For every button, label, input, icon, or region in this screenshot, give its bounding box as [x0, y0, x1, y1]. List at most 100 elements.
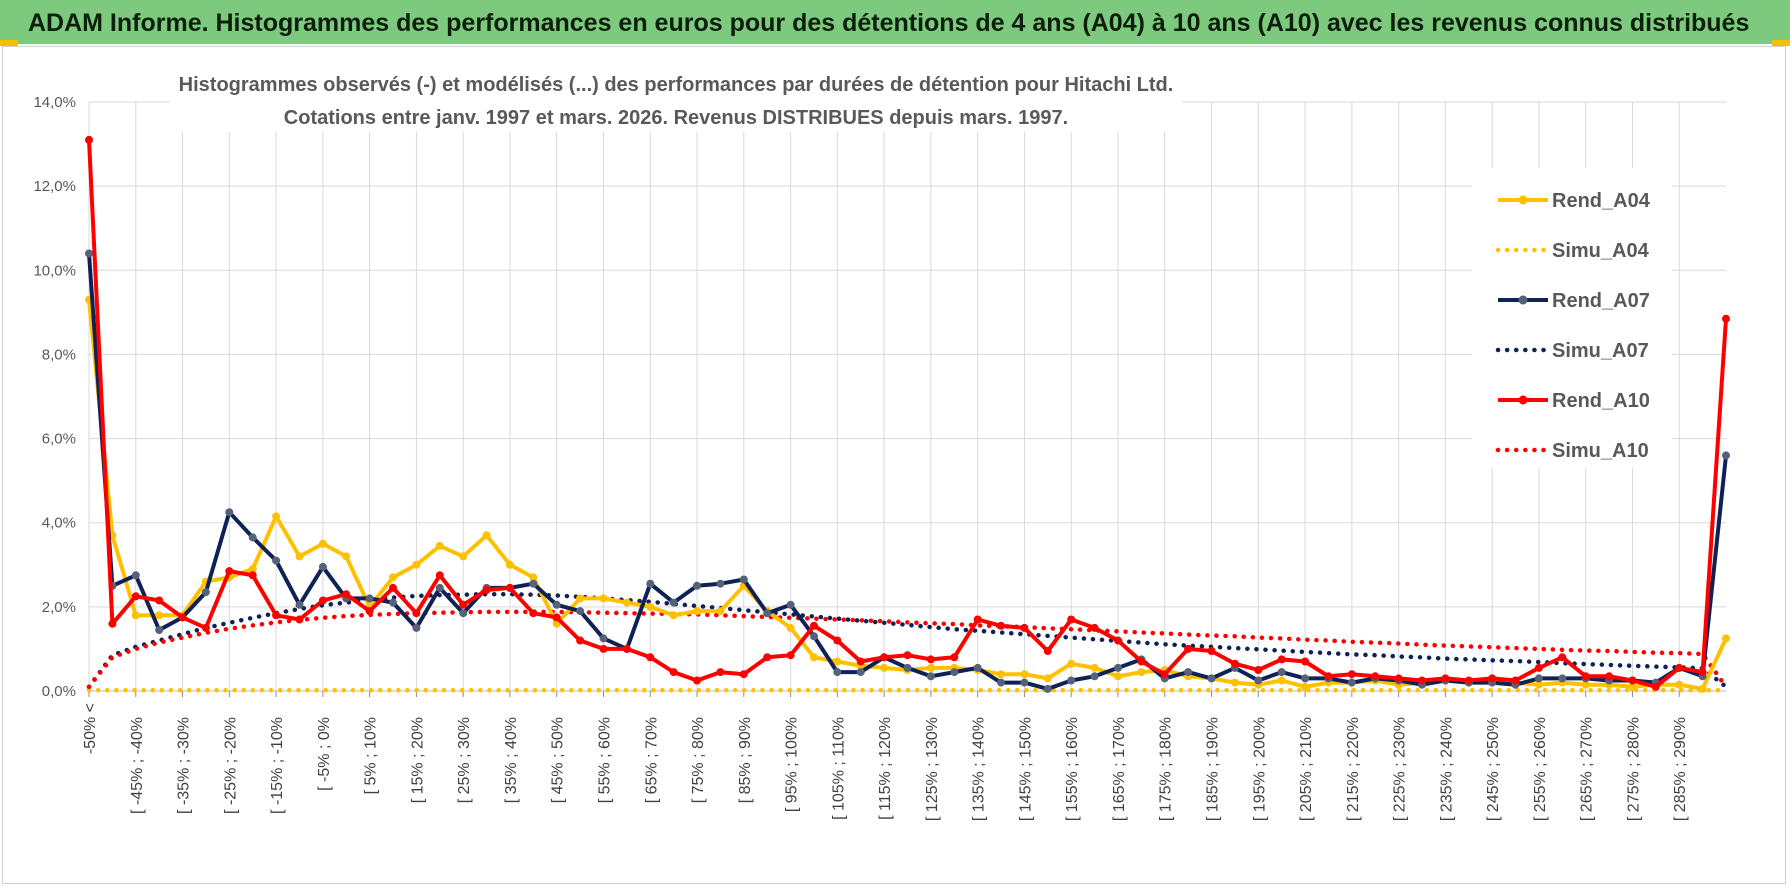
point-rend-a07: [997, 678, 1005, 687]
point-rend-a04: [1067, 659, 1076, 668]
point-rend-a04: [997, 670, 1005, 679]
x-tick-label: [ 195% ; 200%: [1251, 717, 1268, 821]
point-rend-a10: [225, 567, 234, 576]
x-tick-label: [ 115% ; 120%: [877, 717, 894, 820]
point-rend-a10: [1043, 647, 1052, 655]
point-rend-a04: [1628, 682, 1637, 691]
point-rend-a07: [318, 562, 327, 571]
point-rend-a10: [1698, 668, 1707, 677]
x-tick-label: [ 135% ; 140%: [971, 717, 988, 821]
x-tick-label: [ 155% ; 160%: [1064, 717, 1081, 821]
x-tick-label: [ 285% ; 290%: [1672, 717, 1689, 821]
point-rend-a07: [576, 607, 585, 616]
point-rend-a10: [1254, 666, 1263, 674]
point-rend-a04: [412, 560, 421, 569]
point-rend-a10: [1090, 623, 1099, 632]
point-rend-a10: [435, 571, 444, 580]
point-rend-a04: [1534, 680, 1543, 689]
point-rend-a04: [1090, 663, 1099, 672]
point-rend-a04: [1043, 674, 1052, 683]
point-rend-a10: [108, 619, 117, 628]
point-rend-a07: [272, 556, 281, 565]
point-rend-a07: [1558, 674, 1567, 683]
y-tick-label: 6,0%: [42, 431, 76, 448]
point-rend-a07: [1722, 451, 1730, 460]
point-rend-a10: [1207, 647, 1216, 655]
point-rend-a07: [1347, 678, 1356, 687]
point-rend-a10: [85, 135, 93, 144]
point-rend-a10: [693, 676, 701, 685]
point-rend-a07: [389, 598, 397, 607]
legend-label-simu-a04: Simu_A04: [1552, 240, 1650, 262]
gridlines: [88, 101, 1726, 692]
point-rend-a07: [786, 600, 795, 609]
point-rend-a04: [529, 573, 538, 582]
point-rend-a10: [1301, 657, 1310, 666]
point-rend-a07: [1067, 676, 1076, 685]
point-rend-a07: [131, 571, 140, 580]
y-tick-label: 0,0%: [42, 683, 76, 700]
point-rend-a10: [1675, 663, 1684, 672]
x-tick-label: [ 205% ; 210%: [1298, 717, 1315, 821]
legend-label-simu-a07: Simu_A07: [1552, 340, 1649, 362]
legend-label-rend-a10: Rend_A10: [1552, 390, 1650, 412]
point-rend-a10: [880, 653, 889, 662]
point-rend-a04: [1581, 680, 1590, 689]
point-rend-a10: [1441, 674, 1450, 683]
y-axis-ticks: 0,0% 2,0% 4,0% 6,0% 8,0% 10,0% 12,0% 14,0%: [33, 94, 76, 700]
point-rend-a10: [505, 583, 514, 592]
point-rend-a10: [763, 653, 772, 662]
point-rend-a10: [576, 636, 585, 645]
point-rend-a04: [318, 539, 327, 548]
point-rend-a07: [669, 598, 678, 607]
point-rend-a07: [599, 634, 608, 643]
point-rend-a10: [1160, 670, 1169, 679]
point-rend-a07: [1277, 668, 1286, 677]
point-rend-a04: [576, 594, 585, 603]
point-rend-a10: [1558, 653, 1567, 662]
point-rend-a10: [1722, 314, 1730, 323]
point-rend-a10: [669, 668, 678, 677]
point-rend-a07: [529, 579, 538, 588]
legend-marker-rend-a10: [1518, 395, 1528, 405]
point-rend-a10: [365, 607, 374, 616]
point-rend-a10: [1371, 672, 1380, 681]
point-rend-a10: [903, 651, 912, 660]
legend: Rend_A04 Simu_A04 Rend_A07 Simu_A07 Rend_A10…: [1472, 168, 1672, 468]
point-rend-a10: [295, 615, 304, 624]
x-tick-label: [ 45% ; 50%: [550, 717, 567, 803]
point-rend-a10: [950, 653, 959, 662]
point-rend-a07: [295, 600, 304, 609]
point-rend-a10: [201, 623, 210, 632]
point-rend-a04: [926, 663, 935, 672]
legend-label-rend-a04: Rend_A04: [1552, 190, 1651, 212]
x-tick-label: [ 165% ; 170%: [1111, 717, 1128, 821]
line-simu-a10: [86, 609, 1729, 690]
point-rend-a07: [365, 594, 374, 603]
banner-accent-right: [1772, 40, 1790, 46]
point-rend-a07: [155, 626, 164, 634]
point-rend-a10: [552, 613, 561, 622]
point-rend-a07: [763, 609, 772, 618]
point-rend-a04: [1114, 672, 1122, 681]
point-rend-a10: [973, 615, 982, 624]
legend-label-simu-a10: Simu_A10: [1552, 440, 1649, 462]
point-rend-a07: [1301, 674, 1310, 683]
point-rend-a10: [272, 611, 281, 620]
x-tick-label: [ 5% ; 10%: [363, 717, 380, 794]
point-rend-a10: [1067, 615, 1076, 624]
x-tick-label: [ -5% ; 0%: [316, 717, 333, 791]
point-rend-a07: [950, 668, 959, 677]
point-rend-a07: [1020, 678, 1029, 687]
point-rend-a10: [786, 651, 795, 660]
point-rend-a10: [389, 583, 397, 592]
point-rend-a10: [1020, 623, 1029, 632]
point-rend-a04: [389, 573, 397, 582]
chart-banner-title: ADAM Informe. Histogrammes des performan…: [0, 0, 1790, 44]
legend-label-rend-a07: Rend_A07: [1552, 290, 1650, 312]
point-rend-a07: [926, 672, 935, 681]
point-rend-a10: [1347, 670, 1356, 679]
point-rend-a07: [1534, 674, 1543, 683]
point-rend-a04: [131, 611, 140, 620]
point-rend-a10: [342, 590, 351, 599]
